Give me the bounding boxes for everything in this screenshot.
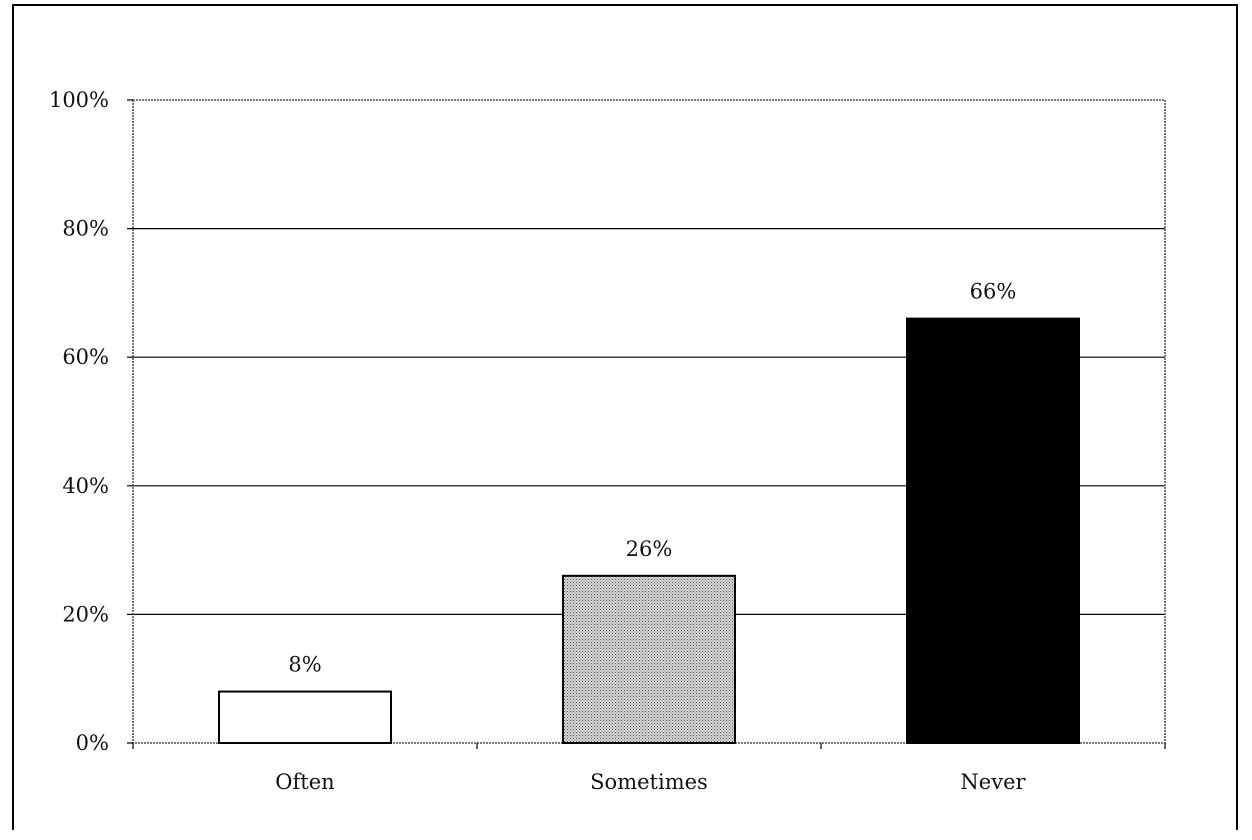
bar-often	[218, 690, 392, 744]
bar-never	[906, 317, 1080, 744]
x-tick-label-sometimes: Sometimes	[590, 770, 708, 794]
y-tick-label: 20%	[62, 602, 109, 626]
data-label-often: 8%	[288, 653, 321, 677]
chart-frame	[12, 4, 1238, 830]
x-tick-label-never: Never	[960, 770, 1026, 794]
data-label-never: 66%	[970, 280, 1017, 304]
y-axis-ticks: 0% 20% 40% 60% 80% 100%	[49, 88, 133, 755]
data-label-sometimes: 26%	[626, 537, 673, 561]
y-tick-label: 0%	[76, 731, 109, 755]
bars	[218, 317, 1080, 744]
y-tick-label: 60%	[62, 345, 109, 369]
x-axis-ticks: Often Sometimes Never	[132, 743, 1166, 794]
data-labels: 8% 26% 66%	[288, 280, 1016, 677]
y-tick-label: 80%	[62, 217, 109, 241]
y-tick-label: 100%	[49, 88, 109, 112]
bar-sometimes	[562, 574, 736, 744]
x-tick-label-often: Often	[275, 770, 334, 794]
y-tick-label: 40%	[62, 474, 109, 498]
